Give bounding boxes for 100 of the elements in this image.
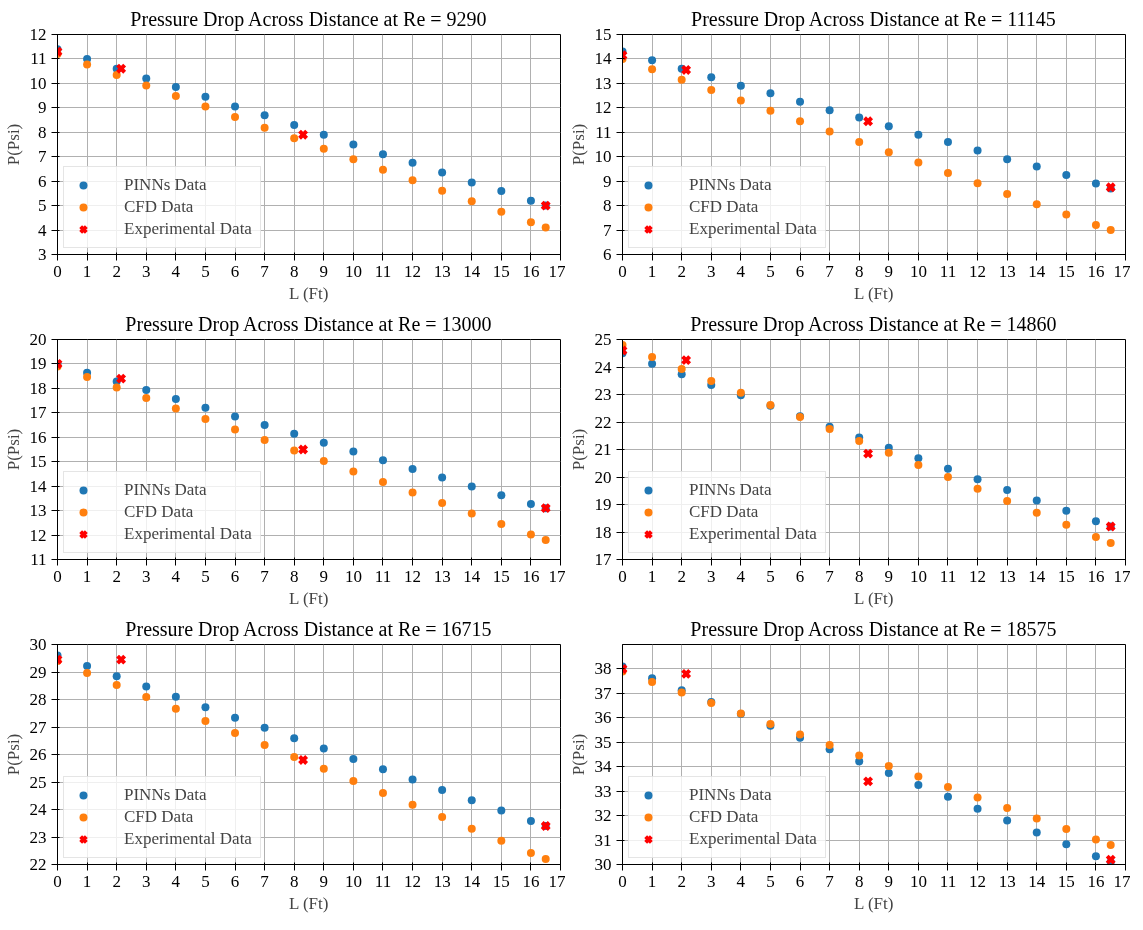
x-tick-label: 9: [319, 871, 329, 891]
y-tick-label: 29: [29, 662, 47, 682]
x-tick-label: 16: [1087, 566, 1105, 586]
x-tick-label: 14: [463, 566, 481, 586]
y-tick-label: 17: [29, 403, 47, 423]
y-tick-label: 13: [594, 73, 612, 93]
x-tick-label: 12: [404, 566, 422, 586]
y-tick-label: 26: [29, 745, 47, 764]
y-tick-label: 11: [30, 49, 47, 69]
x-tick-label: 9: [884, 566, 894, 586]
x-tick-label: 1: [647, 871, 657, 891]
y-tick-label: 3: [38, 245, 47, 264]
legend-label: CFD Data: [124, 807, 194, 827]
y-tick-label: 4: [38, 220, 47, 240]
x-tick-label: 7: [825, 261, 835, 281]
x-tick-label: 13: [433, 566, 451, 586]
x-tick-label: 2: [112, 871, 121, 891]
y-tick-label: 34: [594, 757, 612, 777]
y-tick-label: 38: [594, 659, 612, 679]
x-tick-label: 6: [230, 566, 240, 586]
y-tick-label: 20: [594, 467, 612, 487]
x-tick-label: 11: [939, 566, 957, 586]
y-tick-label: 32: [594, 806, 612, 826]
x-tick-label: 15: [1057, 566, 1075, 586]
x-tick-label: 2: [112, 566, 121, 586]
x-tick-label: 3: [142, 261, 151, 281]
chart-title: Pressure Drop Across Distance at Re = 14860: [690, 312, 1057, 336]
y-tick-label: 25: [29, 772, 47, 792]
x-tick-label: 11: [374, 871, 392, 891]
y-tick-label: 20: [29, 330, 47, 349]
legend-label: CFD Data: [689, 807, 759, 827]
x-tick-label: 12: [404, 261, 422, 281]
x-tick-label: 4: [171, 871, 181, 891]
x-tick-label: 6: [795, 261, 805, 281]
y-tick-label: 37: [594, 683, 612, 703]
x-tick-label: 5: [766, 566, 775, 586]
x-tick-label: 10: [344, 261, 362, 281]
x-tick-label: 12: [969, 871, 987, 891]
y-tick-label: 5: [38, 196, 47, 216]
y-tick-label: 24: [594, 357, 612, 377]
chart-title: Pressure Drop Across Distance at Re = 13000: [125, 312, 492, 336]
y-tick-label: 18: [29, 378, 47, 398]
chart-title: Pressure Drop Across Distance at Re = 16715: [125, 617, 492, 641]
x-tick-label: 5: [201, 566, 210, 586]
x-tick-label: 3: [707, 261, 716, 281]
y-tick-label: 15: [29, 452, 47, 472]
y-axis-title: P(Psi): [3, 733, 23, 776]
y-tick-label: 33: [594, 781, 612, 801]
x-tick-label: 1: [647, 566, 657, 586]
x-axis-title: L (Ft): [288, 588, 329, 608]
x-tick-label: 16: [522, 871, 540, 891]
y-tick-label: 30: [594, 855, 612, 874]
x-tick-label: 3: [142, 871, 151, 891]
y-tick-label: 36: [594, 708, 612, 728]
chart-title: Pressure Drop Across Distance at Re = 11145: [691, 7, 1056, 31]
x-axis-title: L (Ft): [288, 283, 329, 303]
x-axis-title: L (Ft): [853, 283, 894, 303]
x-tick-label: 3: [707, 566, 716, 586]
y-tick-label: 15: [594, 25, 612, 44]
x-tick-label: 4: [171, 261, 181, 281]
x-tick-label: 17: [1113, 871, 1131, 891]
x-tick-label: 4: [171, 566, 181, 586]
legend-label: PINNs Data: [124, 480, 207, 500]
x-tick-label: 14: [463, 871, 481, 891]
x-tick-label: 0: [53, 871, 62, 891]
x-tick-label: 14: [1028, 566, 1046, 586]
x-axis-title: L (Ft): [853, 893, 894, 913]
x-tick-label: 15: [492, 261, 510, 281]
x-tick-label: 1: [82, 566, 92, 586]
x-tick-label: 7: [260, 566, 270, 586]
x-tick-label: 0: [53, 566, 62, 586]
y-tick-label: 23: [594, 385, 612, 404]
y-tick-label: 22: [29, 855, 47, 874]
x-tick-label: 17: [1113, 261, 1131, 281]
x-tick-label: 8: [289, 261, 299, 281]
x-tick-label: 3: [707, 871, 716, 891]
x-tick-label: 0: [618, 871, 627, 891]
x-tick-label: 9: [319, 566, 329, 586]
y-tick-label: 23: [29, 827, 47, 847]
x-tick-label: 6: [230, 261, 240, 281]
x-tick-label: 10: [909, 566, 927, 586]
x-tick-label: 13: [998, 261, 1016, 281]
legend-label: CFD Data: [689, 502, 759, 522]
legend-label: PINNs Data: [124, 175, 207, 195]
y-tick-label: 35: [594, 732, 612, 752]
x-tick-label: 3: [142, 566, 151, 586]
x-tick-label: 13: [998, 871, 1016, 891]
y-tick-label: 11: [30, 550, 47, 569]
x-tick-label: 0: [618, 261, 627, 281]
x-tick-label: 12: [969, 261, 987, 281]
x-tick-label: 4: [736, 566, 746, 586]
x-tick-label: 16: [1087, 871, 1105, 891]
y-tick-label: 18: [594, 522, 612, 542]
y-tick-label: 12: [29, 525, 47, 545]
y-tick-label: 19: [29, 354, 47, 374]
y-axis-title: P(Psi): [3, 123, 23, 166]
chart-title: Pressure Drop Across Distance at Re = 18575: [690, 617, 1057, 641]
legend-label: PINNs Data: [689, 175, 772, 195]
legend-label: CFD Data: [124, 197, 194, 217]
x-tick-label: 5: [201, 261, 210, 281]
